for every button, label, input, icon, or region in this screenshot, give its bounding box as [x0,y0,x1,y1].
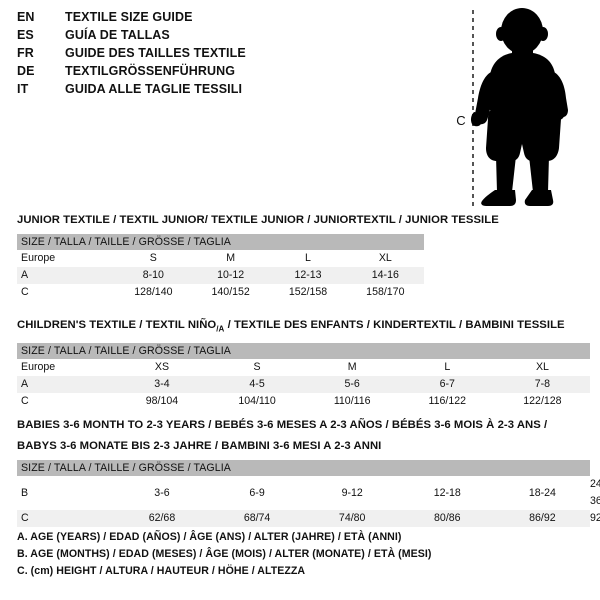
table-row: C 98/104 104/110 110/116 116/122 122/128 [17,393,590,411]
children-cell: S [209,359,305,377]
legend-line-a: A. AGE (YEARS) / EDAD (AÑOS) / ÂGE (ANS)… [17,531,402,543]
children-cell: 116/122 [399,393,495,411]
toddler-body [470,8,568,206]
children-row-label-c: C [17,393,115,411]
table-row: C 62/68 68/74 74/80 80/86 86/92 92/98 [17,510,600,527]
junior-cell: 158/170 [346,284,424,301]
language-code-de: DE [17,64,35,78]
children-cell: 7-8 [494,376,590,394]
babies-cell: 6-9 [209,476,305,510]
junior-band-label: SIZE / TALLA / TAILLE / GRÖSSE / TAGLIA [17,234,424,250]
table-row: B 3-6 6-9 9-12 12-18 18-24 24-36 [17,476,600,510]
junior-cell: S [114,250,192,267]
babies-cell: 12-18 [399,476,495,510]
children-cell: 110/116 [304,393,400,411]
children-band-label: SIZE / TALLA / TAILLE / GRÖSSE / TAGLIA [17,343,590,360]
junior-row-label-c: C [17,284,115,301]
language-title-block: EN TEXTILE SIZE GUIDE ES GUÍA DE TALLAS … [17,10,417,100]
height-measure-label: C [456,113,465,128]
junior-section-heading: JUNIOR TEXTILE / TEXTIL JUNIOR/ TEXTILE … [17,214,499,226]
children-textile-section: CHILDREN'S TEXTILE / TEXTIL NIÑO/A / TEX… [17,318,590,411]
toddler-silhouette-svg: C [456,8,568,207]
children-cell: 4-5 [209,376,305,394]
table-row: Europe S M L XL [17,250,424,267]
children-size-table: SIZE / TALLA / TAILLE / GRÖSSE / TAGLIA … [17,343,590,411]
title-row-en: EN TEXTILE SIZE GUIDE [17,10,417,28]
title-row-de: DE TEXTILGRÖSSENFÜHRUNG [17,64,417,82]
junior-cell: 152/158 [269,284,347,301]
children-heading-pre: CHILDREN'S TEXTILE / TEXTIL NIÑO [17,319,217,331]
babies-band-row: SIZE / TALLA / TAILLE / GRÖSSE / TAGLIA [17,460,590,476]
babies-row-label-c: C [17,510,115,527]
junior-row-label-europe: Europe [17,250,115,267]
language-code-en: EN [17,10,35,24]
junior-row-label-a: A [17,267,115,284]
language-code-it: IT [17,82,29,96]
children-cell: L [399,359,495,377]
children-cell: 122/128 [494,393,590,411]
babies-textile-section: BABIES 3-6 MONTH TO 2-3 YEARS / BEBÉS 3-… [17,418,600,527]
title-text-it: GUIDA ALLE TAGLIE TESSILI [65,82,243,96]
language-code-fr: FR [17,46,34,60]
babies-cell: 68/74 [209,510,305,527]
children-cell: XL [494,359,590,377]
title-text-en: TEXTILE SIZE GUIDE [65,10,193,24]
junior-cell: 140/152 [192,284,270,301]
children-cell: 6-7 [399,376,495,394]
junior-size-table: SIZE / TALLA / TAILLE / GRÖSSE / TAGLIA … [17,234,424,301]
table-row: A 3-4 4-5 5-6 6-7 7-8 [17,376,590,394]
children-cell: 98/104 [114,393,210,411]
children-cell: M [304,359,400,377]
children-heading-post: / TEXTILE DES ENFANTS / KINDERTEXTIL / B… [224,319,565,331]
title-row-es: ES GUÍA DE TALLAS [17,28,417,46]
junior-cell: M [192,250,270,267]
junior-textile-section: JUNIOR TEXTILE / TEXTIL JUNIOR/ TEXTILE … [17,213,499,301]
junior-cell: 8-10 [114,267,192,284]
children-cell: XS [114,359,210,377]
title-row-it: IT GUIDA ALLE TAGLIE TESSILI [17,82,417,100]
babies-cell: 86/92 [494,510,590,527]
babies-cell: 80/86 [399,510,495,527]
table-row: C 128/140 140/152 152/158 158/170 [17,284,424,301]
babies-cell: 18-24 [494,476,590,510]
title-text-es: GUÍA DE TALLAS [65,28,170,42]
junior-cell: 10-12 [192,267,270,284]
title-text-de: TEXTILGRÖSSENFÜHRUNG [65,64,236,78]
children-row-label-europe: Europe [17,359,115,377]
height-measure-figure: C [440,6,600,211]
title-row-fr: FR GUIDE DES TAILLES TEXTILE [17,46,417,64]
babies-section-heading-line1: BABIES 3-6 MONTH TO 2-3 YEARS / BEBÉS 3-… [17,419,548,431]
junior-band-row: SIZE / TALLA / TAILLE / GRÖSSE / TAGLIA [17,234,424,250]
children-cell: 5-6 [304,376,400,394]
children-heading-subscript: /A [216,324,225,334]
babies-cell: 74/80 [304,510,400,527]
language-code-es: ES [17,28,34,42]
legend-line-c: C. (cm) HEIGHT / ALTURA / HAUTEUR / HÖHE… [17,565,306,577]
junior-cell: 14-16 [346,267,424,284]
table-row: A 8-10 10-12 12-13 14-16 [17,267,424,284]
title-text-fr: GUIDE DES TAILLES TEXTILE [65,46,246,60]
babies-section-heading-line2: BABYS 3-6 MONATE BIS 2-3 JAHRE / BAMBINI… [17,440,382,452]
babies-cell: 3-6 [114,476,210,510]
babies-row-label-b: B [17,476,115,510]
junior-cell: 128/140 [114,284,192,301]
table-row: Europe XS S M L XL [17,359,590,377]
babies-band-label: SIZE / TALLA / TAILLE / GRÖSSE / TAGLIA [17,460,590,476]
junior-cell: L [269,250,347,267]
children-band-row: SIZE / TALLA / TAILLE / GRÖSSE / TAGLIA [17,343,590,360]
children-section-heading: CHILDREN'S TEXTILE / TEXTIL NIÑO/A / TEX… [17,318,590,336]
children-cell: 3-4 [114,376,210,394]
legend-line-b: B. AGE (MONTHS) / EDAD (MESES) / ÂGE (MO… [17,548,432,560]
measurement-legend: A. AGE (YEARS) / EDAD (AÑOS) / ÂGE (ANS)… [17,529,577,580]
junior-cell: XL [346,250,424,267]
babies-cell: 62/68 [114,510,210,527]
children-cell: 104/110 [209,393,305,411]
children-row-label-a: A [17,376,115,394]
babies-cell: 9-12 [304,476,400,510]
junior-cell: 12-13 [269,267,347,284]
babies-size-table: SIZE / TALLA / TAILLE / GRÖSSE / TAGLIA … [17,460,600,527]
